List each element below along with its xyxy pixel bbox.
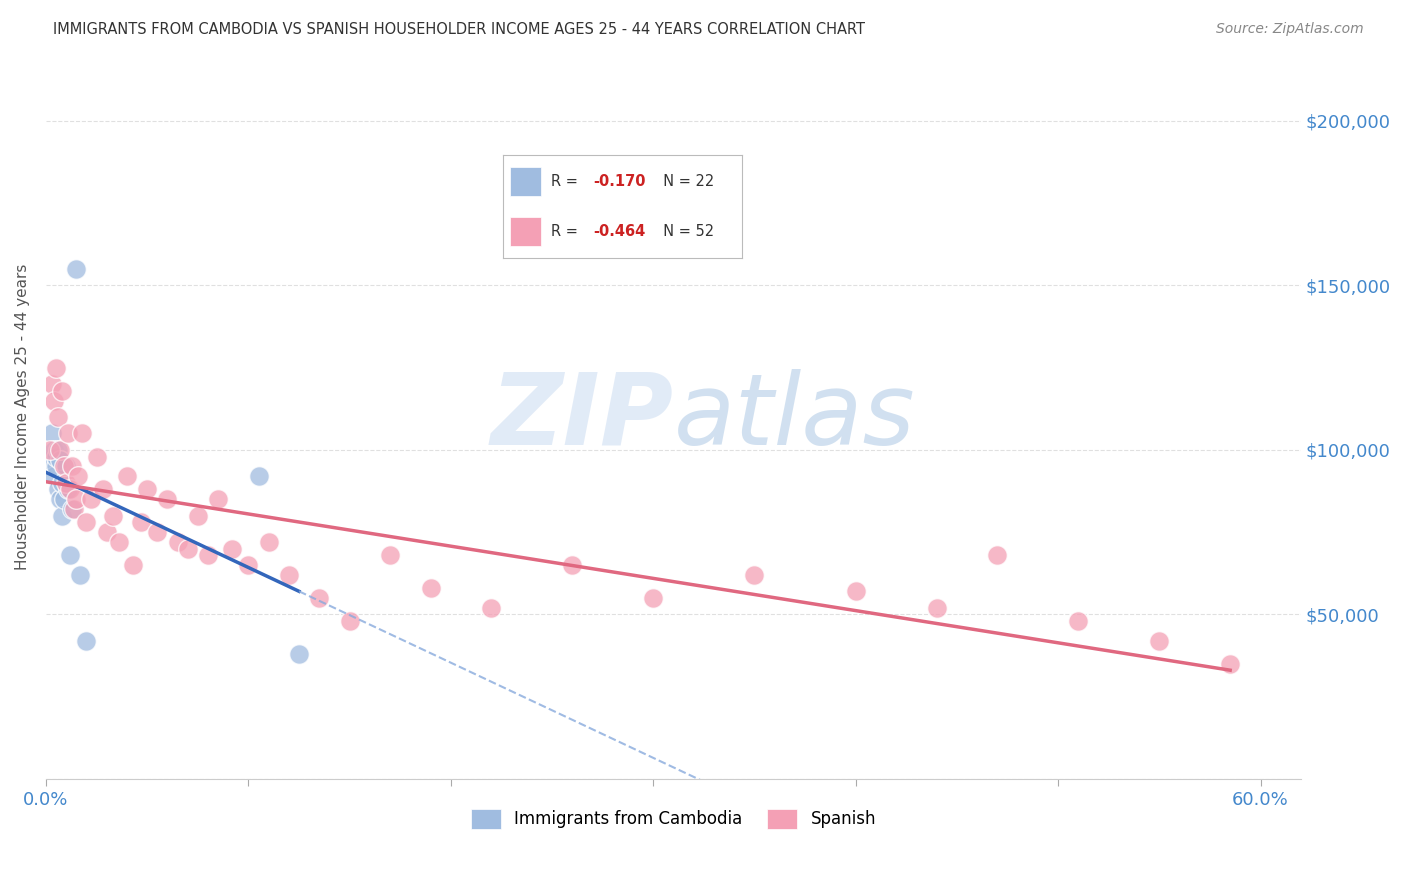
- Point: [75, 516, 97, 530]
- Point: [479, 600, 502, 615]
- Point: [115, 469, 138, 483]
- Point: [122, 558, 145, 572]
- Point: [49, 452, 72, 467]
- Point: [60, 502, 83, 516]
- Point: [42, 393, 65, 408]
- Point: [65, 262, 87, 277]
- Text: IMMIGRANTS FROM CAMBODIA VS SPANISH HOUSEHOLDER INCOME AGES 25 - 44 YEARS CORREL: IMMIGRANTS FROM CAMBODIA VS SPANISH HOUS…: [53, 22, 866, 37]
- Point: [45, 459, 67, 474]
- Point: [1219, 657, 1241, 671]
- Point: [176, 541, 198, 556]
- Point: [51, 508, 73, 523]
- Point: [46, 442, 69, 457]
- Point: [91, 483, 114, 497]
- Text: N = 22: N = 22: [654, 175, 714, 189]
- Point: [925, 600, 948, 615]
- Point: [53, 492, 76, 507]
- Point: [238, 558, 260, 572]
- Bar: [510, 217, 541, 246]
- Point: [60, 459, 83, 474]
- Point: [58, 483, 80, 497]
- Point: [51, 475, 73, 490]
- Point: [65, 492, 87, 507]
- Point: [45, 450, 67, 464]
- Point: [744, 568, 766, 582]
- Point: [42, 469, 65, 483]
- Point: [1149, 633, 1171, 648]
- Point: [72, 426, 94, 441]
- Point: [146, 525, 169, 540]
- Point: [339, 614, 361, 628]
- Point: [41, 426, 63, 441]
- Text: atlas: atlas: [673, 368, 915, 466]
- Point: [187, 508, 209, 523]
- Point: [67, 469, 90, 483]
- Point: [59, 483, 82, 497]
- Point: [46, 483, 69, 497]
- Point: [277, 568, 299, 582]
- Text: R =: R =: [551, 224, 582, 239]
- Point: [75, 633, 97, 648]
- Point: [49, 442, 72, 457]
- Point: [45, 360, 67, 375]
- Point: [288, 647, 311, 661]
- Point: [986, 548, 1008, 562]
- Text: -0.170: -0.170: [593, 175, 647, 189]
- Point: [53, 459, 76, 474]
- Point: [42, 442, 65, 457]
- Point: [39, 442, 62, 457]
- Text: R =: R =: [551, 175, 582, 189]
- Point: [221, 541, 243, 556]
- Point: [1067, 614, 1090, 628]
- Point: [108, 535, 131, 549]
- Point: [419, 581, 441, 595]
- Point: [561, 558, 583, 572]
- Point: [79, 492, 101, 507]
- Text: ZIP: ZIP: [491, 368, 673, 466]
- Point: [136, 483, 159, 497]
- Point: [41, 377, 63, 392]
- Point: [59, 548, 82, 562]
- Point: [129, 516, 152, 530]
- Point: [308, 591, 330, 605]
- Point: [55, 475, 77, 490]
- Legend: Immigrants from Cambodia, Spanish: Immigrants from Cambodia, Spanish: [464, 802, 883, 836]
- Point: [166, 535, 188, 549]
- Point: [257, 535, 280, 549]
- Text: -0.464: -0.464: [593, 224, 645, 239]
- Point: [845, 584, 868, 599]
- Bar: [510, 168, 541, 196]
- Point: [55, 459, 77, 474]
- Point: [643, 591, 665, 605]
- Point: [378, 548, 401, 562]
- Y-axis label: Householder Income Ages 25 - 44 years: Householder Income Ages 25 - 44 years: [15, 264, 30, 570]
- Point: [49, 492, 72, 507]
- Point: [197, 548, 219, 562]
- Point: [58, 426, 80, 441]
- Point: [86, 450, 108, 464]
- Point: [69, 568, 91, 582]
- Point: [46, 410, 69, 425]
- Point: [101, 508, 124, 523]
- Point: [156, 492, 179, 507]
- Point: [51, 384, 73, 398]
- Point: [63, 502, 86, 516]
- Point: [207, 492, 229, 507]
- Text: N = 52: N = 52: [654, 224, 714, 239]
- Text: Source: ZipAtlas.com: Source: ZipAtlas.com: [1216, 22, 1364, 37]
- Point: [39, 452, 62, 467]
- Point: [96, 525, 118, 540]
- Point: [247, 469, 270, 483]
